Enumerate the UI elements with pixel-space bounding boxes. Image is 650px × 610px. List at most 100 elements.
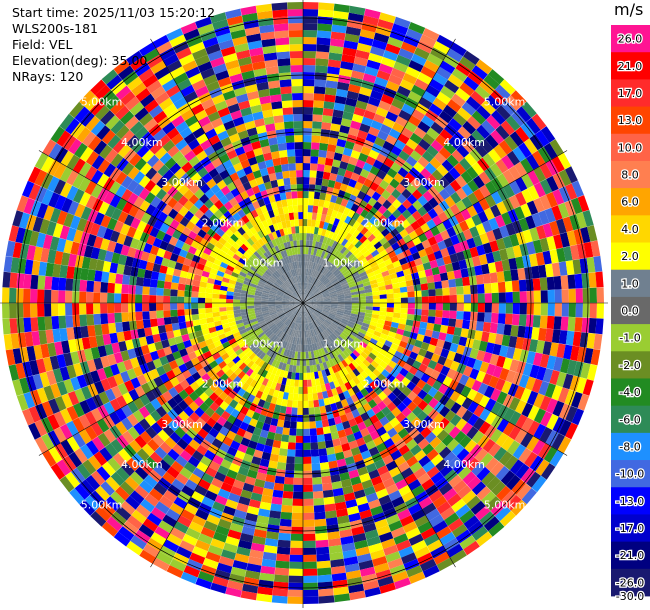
velocity-gate (406, 439, 418, 451)
velocity-gate (212, 298, 220, 303)
velocity-gate (179, 467, 193, 480)
velocity-gate (466, 166, 479, 180)
velocity-gate (208, 168, 219, 179)
velocity-gate (360, 370, 369, 380)
velocity-gate (365, 440, 377, 450)
velocity-gate (290, 336, 294, 344)
velocity-gate (152, 237, 163, 248)
velocity-gate (430, 353, 441, 363)
velocity-gate (363, 109, 376, 120)
velocity-gate (305, 316, 308, 324)
velocity-gate (144, 327, 153, 337)
velocity-gate (297, 323, 300, 331)
velocity-gate (197, 428, 209, 439)
velocity-gate (571, 408, 584, 426)
velocity-gate (248, 315, 257, 321)
velocity-gate (316, 560, 331, 569)
velocity-gate (213, 258, 222, 266)
velocity-gate (121, 462, 135, 477)
velocity-gate (391, 355, 400, 364)
velocity-gate (282, 317, 289, 323)
velocity-gate (72, 314, 81, 328)
velocity-gate (274, 215, 282, 224)
velocity-gate (342, 207, 351, 216)
velocity-gate (195, 577, 213, 590)
velocity-gate (297, 282, 301, 290)
velocity-gate (129, 439, 142, 453)
velocity-gate (327, 263, 334, 271)
velocity-gate (466, 115, 482, 130)
velocity-gate (93, 292, 101, 303)
velocity-gate (361, 79, 375, 90)
velocity-gate (121, 417, 134, 431)
velocity-gate (100, 281, 109, 293)
velocity-gate (156, 348, 166, 359)
velocity-gate (280, 332, 286, 340)
velocity-gate (510, 90, 527, 107)
velocity-gate (333, 416, 342, 425)
velocity-gate (315, 378, 321, 386)
velocity-gate (44, 316, 53, 331)
velocity-gate (545, 159, 559, 176)
velocity-gate (43, 385, 55, 401)
velocity-gate (407, 308, 415, 315)
velocity-gate (529, 455, 544, 472)
velocity-gate (298, 289, 302, 297)
velocity-gate (293, 477, 303, 485)
velocity-gate (365, 303, 373, 307)
velocity-gate (242, 232, 251, 241)
velocity-gate (175, 223, 186, 233)
velocity-gate (309, 297, 317, 301)
velocity-gate (144, 493, 159, 507)
velocity-gate (154, 66, 170, 80)
velocity-gate (526, 118, 541, 135)
velocity-gate (339, 529, 353, 538)
velocity-gate (178, 276, 187, 285)
velocity-gate (345, 251, 353, 259)
velocity-gate (308, 198, 314, 206)
velocity-gate (28, 183, 41, 201)
velocity-gate (479, 361, 490, 374)
velocity-gate (159, 441, 172, 454)
velocity-gate (322, 293, 330, 297)
velocity-gate (305, 316, 309, 324)
velocity-gate (316, 30, 332, 39)
velocity-gate (416, 333, 425, 342)
velocity-gate (321, 312, 328, 317)
velocity-gate (557, 152, 572, 170)
velocity-gate (438, 110, 453, 124)
velocity-gate (156, 176, 168, 189)
velocity-gate (79, 90, 95, 107)
velocity-gate (289, 313, 295, 320)
velocity-gate (395, 115, 408, 128)
velocity-gate (245, 187, 255, 197)
velocity-gate (316, 342, 321, 350)
velocity-gate (308, 276, 312, 283)
velocity-gate (307, 292, 313, 298)
velocity-gate (433, 413, 445, 425)
velocity-gate (404, 422, 416, 434)
velocity-gate (285, 271, 291, 279)
velocity-gate (292, 284, 297, 291)
velocity-gate (312, 233, 318, 242)
velocity-gate (448, 318, 457, 327)
velocity-gate (130, 266, 139, 277)
velocity-gate (74, 388, 86, 403)
velocity-gate (358, 293, 366, 298)
velocity-gate (276, 293, 284, 297)
velocity-gate (442, 287, 450, 296)
velocity-gate (203, 233, 213, 242)
velocity-gate (197, 571, 215, 583)
velocity-gate (522, 229, 533, 243)
velocity-gate (284, 310, 292, 315)
velocity-gate (290, 329, 295, 337)
velocity-gate (308, 294, 315, 299)
velocity-gate (9, 318, 18, 334)
velocity-gate (233, 288, 242, 294)
velocity-gate (212, 576, 229, 587)
velocity-gate (307, 292, 313, 298)
velocity-gate (462, 248, 472, 260)
velocity-gate (335, 337, 343, 345)
velocity-gate (293, 283, 298, 291)
velocity-gate (507, 383, 519, 397)
